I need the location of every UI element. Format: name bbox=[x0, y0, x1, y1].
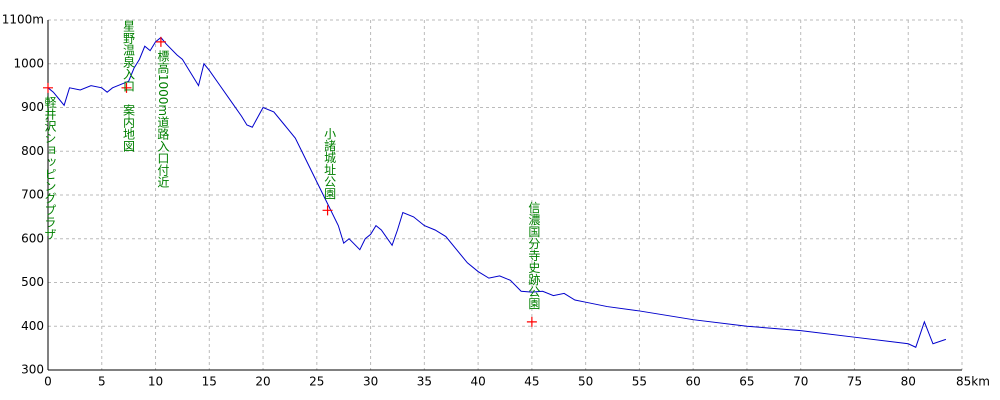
marker-label: 軽井沢ショッピングプラザ bbox=[43, 95, 57, 239]
x-tick-label: 35 bbox=[417, 375, 432, 389]
y-tick-label: 500 bbox=[21, 275, 44, 289]
y-tick-label: 400 bbox=[21, 319, 44, 333]
marker bbox=[155, 36, 166, 47]
x-tick-label: 65 bbox=[739, 375, 754, 389]
elevation-line bbox=[47, 36, 947, 348]
marker-label: 標高1000m道路入口付近 bbox=[156, 49, 170, 188]
y-tick-label: 900 bbox=[21, 100, 44, 114]
x-tick-label: 70 bbox=[793, 375, 808, 389]
marker-label: 信濃国分寺史跡公園 bbox=[527, 201, 541, 309]
x-tick-label: 50 bbox=[578, 375, 593, 389]
marker bbox=[322, 205, 333, 216]
x-tick-label: 55 bbox=[632, 375, 647, 389]
x-tick-label: 10 bbox=[148, 375, 163, 389]
x-tick-label: 40 bbox=[470, 375, 485, 389]
x-tick-label: 60 bbox=[686, 375, 701, 389]
marker-label: 星野温泉入口 案内地図 bbox=[121, 20, 135, 152]
x-tick-label: 20 bbox=[255, 375, 270, 389]
x-tick-label: 25 bbox=[309, 375, 324, 389]
y-tick-label: 600 bbox=[21, 231, 44, 245]
x-tick-label: 0 bbox=[44, 375, 52, 389]
marker bbox=[121, 82, 132, 93]
x-tick-label: 30 bbox=[363, 375, 378, 389]
y-tick-label: 300 bbox=[21, 363, 44, 377]
marker bbox=[43, 82, 53, 93]
y-tick-label: 800 bbox=[21, 144, 44, 158]
x-tick-label: 15 bbox=[202, 375, 217, 389]
x-tick-label: 75 bbox=[847, 375, 862, 389]
x-tick-label: 85km bbox=[956, 375, 990, 389]
y-tick-label: 700 bbox=[21, 188, 44, 202]
x-tick-label: 5 bbox=[98, 375, 106, 389]
y-tick-label: 1100m bbox=[2, 13, 44, 27]
x-tick-label: 80 bbox=[901, 375, 916, 389]
x-tick-label: 45 bbox=[524, 375, 539, 389]
marker bbox=[526, 316, 537, 327]
y-tick-label: 1000 bbox=[13, 56, 44, 70]
marker-label: 小諸城址公園 bbox=[323, 127, 337, 199]
